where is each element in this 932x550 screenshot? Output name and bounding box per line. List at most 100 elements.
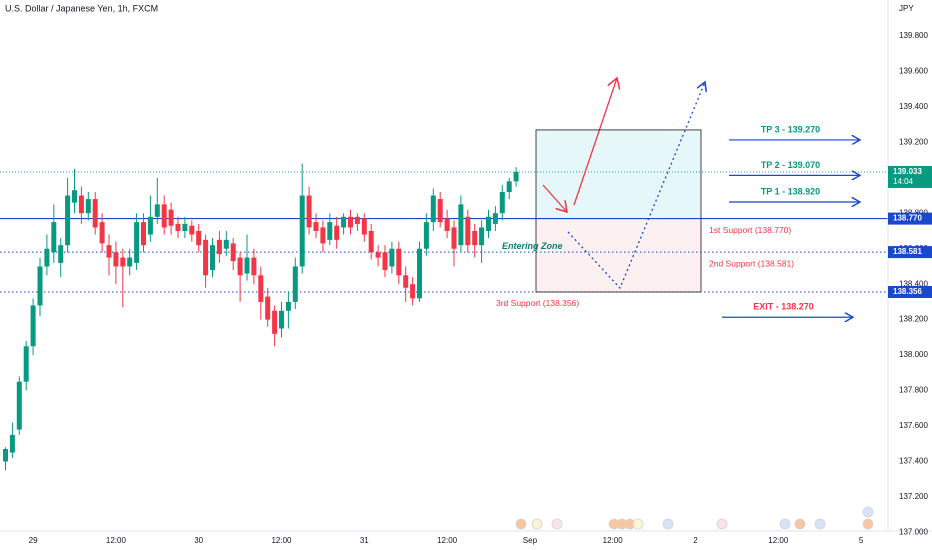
candle-body	[237, 257, 243, 276]
candle-body	[168, 209, 174, 226]
candle-body	[85, 199, 91, 214]
y-tick-label: 137.000	[899, 528, 928, 537]
candle-body	[479, 227, 485, 246]
x-tick-label: 5	[859, 536, 864, 545]
candle-body	[382, 252, 388, 270]
candle-body	[437, 199, 443, 223]
price-label: 138.581	[893, 247, 922, 256]
target-label: EXIT - 138.270	[753, 302, 814, 312]
candle-body	[106, 245, 112, 258]
candle-body	[465, 216, 471, 246]
candle-body	[251, 257, 257, 276]
zone-border	[535, 129, 702, 293]
candle-body	[147, 216, 153, 235]
candle-body	[9, 434, 15, 453]
x-tick-label: 31	[360, 536, 369, 545]
candle-body	[203, 239, 209, 276]
candle-body	[306, 195, 312, 228]
candle-body	[513, 171, 519, 182]
price-label-box	[888, 285, 932, 298]
candle-body	[451, 227, 457, 249]
x-tick-label: 12:00	[106, 536, 127, 545]
candle-body	[30, 305, 36, 347]
candle-body	[403, 275, 409, 288]
candle-body	[23, 346, 29, 382]
candle-body	[299, 195, 305, 267]
y-tick-label: 139.600	[899, 67, 928, 76]
price-label-box	[888, 165, 932, 188]
candle-body	[175, 223, 181, 231]
candle-body	[72, 190, 77, 203]
candle-body	[389, 248, 395, 267]
candle-body	[51, 222, 57, 253]
candle-body	[134, 222, 140, 263]
candle-body	[58, 245, 64, 263]
target-label: TP 3 - 139.270	[761, 124, 820, 134]
x-tick-label: 12:00	[437, 536, 458, 545]
x-tick-label: 12:00	[603, 536, 624, 545]
candle-body	[444, 218, 450, 231]
candle-body	[127, 257, 133, 267]
candle-body	[279, 310, 284, 329]
candle-body	[210, 245, 215, 270]
candle-body	[3, 449, 8, 462]
price-label-box	[888, 246, 932, 259]
candle-body	[161, 204, 167, 228]
candle-body	[320, 227, 326, 244]
y-tick-label: 139.400	[899, 102, 928, 111]
y-tick-label: 137.200	[899, 492, 928, 501]
candle-body	[78, 195, 84, 214]
candle-body	[506, 181, 512, 192]
support-label: 3rd Support (138.356)	[496, 298, 579, 308]
candle-body	[223, 239, 229, 249]
candle-body	[423, 222, 429, 249]
arrow	[573, 78, 617, 206]
currency: JPY	[899, 4, 914, 13]
candle-body	[292, 266, 298, 302]
candle-body	[44, 248, 50, 267]
candle-body	[354, 216, 360, 224]
candle-body	[417, 248, 422, 299]
y-tick-label: 138.400	[899, 279, 928, 288]
candle-body	[258, 275, 264, 302]
x-tick-label: 12:00	[768, 536, 789, 545]
chart-title: U.S. Dollar / Japanese Yen, 1h, FXCM	[5, 3, 158, 13]
x-tick-label: 12:00	[271, 536, 292, 545]
candle-body	[99, 222, 105, 244]
candle-body	[120, 257, 126, 267]
candle-body	[430, 195, 436, 223]
candle-body	[348, 216, 353, 228]
x-tick-label: 30	[194, 536, 203, 545]
y-tick-label: 137.800	[899, 386, 928, 395]
arrow	[567, 82, 705, 290]
x-tick-label: 29	[29, 536, 38, 545]
candle-body	[37, 266, 43, 306]
candle-body	[230, 243, 236, 262]
y-tick-label: 139.200	[899, 137, 928, 146]
candle-body	[182, 223, 188, 231]
price-label-box	[888, 212, 932, 225]
candle-body	[265, 296, 271, 320]
candle-body	[216, 239, 222, 255]
y-tick-label: 138.200	[899, 315, 928, 324]
candle-body	[499, 191, 505, 214]
candle-body	[458, 204, 464, 246]
candle-body	[16, 381, 22, 430]
x-tick-label: 2	[693, 536, 698, 545]
annotations	[0, 0, 932, 532]
candle-body	[410, 284, 416, 299]
candle-body	[472, 230, 478, 246]
zone-label: Entering Zone	[502, 241, 563, 251]
event-icons	[515, 506, 874, 530]
support-label: 2nd Support (138.581)	[709, 258, 794, 268]
candle-body	[327, 222, 333, 240]
candle-body	[375, 252, 381, 258]
candle-body	[244, 257, 250, 274]
candle-body	[189, 225, 195, 235]
y-tick-label: 139.800	[899, 31, 928, 40]
target-label: TP 1 - 138.920	[761, 186, 820, 196]
candle-body	[113, 252, 119, 267]
zone-lower	[536, 218, 701, 292]
target-label: TP 2 - 139.070	[761, 160, 820, 170]
candle-body	[65, 195, 71, 246]
